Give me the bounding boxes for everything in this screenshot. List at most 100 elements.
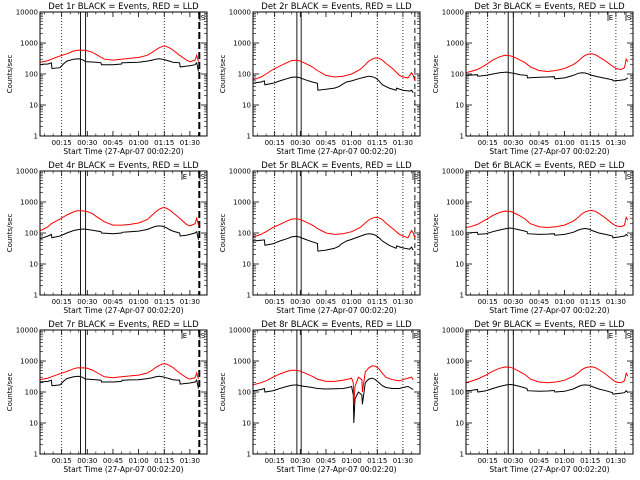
panel-title: Det 5r BLACK = Events, RED = LLD xyxy=(261,161,412,171)
panel-title: Det 6r BLACK = Events, RED = LLD xyxy=(474,161,625,171)
y-axis-label: Counts/sec xyxy=(6,214,14,253)
y-tick-label: 10 xyxy=(29,261,38,269)
y-tick-label: 10000 xyxy=(16,9,38,17)
y-tick-label: 1 xyxy=(460,451,464,459)
top-marker-label: E xyxy=(183,173,187,181)
series-lld xyxy=(252,365,414,405)
x-tick-label: 01:30 xyxy=(393,298,413,306)
y-tick-label: 10000 xyxy=(442,168,464,176)
x-tick-label: 00:45 xyxy=(529,298,549,306)
y-axis-label: Counts/sec xyxy=(219,55,227,94)
top-marker-label: S xyxy=(201,173,206,181)
x-tick-label: 00:45 xyxy=(316,457,336,465)
x-tick-label: 01:30 xyxy=(606,457,626,465)
top-marker-label: S xyxy=(201,332,206,340)
x-tick-label: 01:30 xyxy=(180,139,200,147)
x-tick-label: 01:15 xyxy=(580,139,600,147)
panel-det-2: Det 2r BLACK = Events, RED = LLD 1 10 100 10… xyxy=(219,2,421,156)
y-tick-label: 10000 xyxy=(16,327,38,335)
x-tick-label: 01:00 xyxy=(129,139,149,147)
y-tick-label: 100 xyxy=(451,230,464,238)
y-tick-label: 100 xyxy=(25,71,38,79)
plot-frame xyxy=(465,329,634,455)
y-axis-label: Counts/sec xyxy=(219,373,227,412)
x-tick-label: 00:30 xyxy=(503,298,523,306)
y-tick-label: 10000 xyxy=(229,168,251,176)
x-tick-label: 00:15 xyxy=(478,139,498,147)
x-tick-label: 01:15 xyxy=(154,139,174,147)
x-tick-label: 00:30 xyxy=(77,298,97,306)
panel-title: Det 9r BLACK = Events, RED = LLD xyxy=(474,320,625,330)
x-tick-label: 01:15 xyxy=(580,457,600,465)
x-axis-label: Start Time (27-Apr-07 00:02:20) xyxy=(489,465,609,474)
series-events xyxy=(39,375,199,389)
y-tick-label: 10 xyxy=(242,261,251,269)
x-tick-label: 01:00 xyxy=(342,298,362,306)
series-lld xyxy=(39,45,199,63)
y-tick-label: 10000 xyxy=(16,168,38,176)
y-tick-label: 100 xyxy=(451,71,464,79)
y-tick-label: 10000 xyxy=(229,9,251,17)
y-tick-label: 1 xyxy=(34,292,38,300)
x-tick-label: 00:30 xyxy=(503,457,523,465)
y-tick-label: 1 xyxy=(460,292,464,300)
y-tick-label: 10 xyxy=(29,420,38,428)
y-tick-label: 100 xyxy=(238,389,251,397)
panel-title: Det 2r BLACK = Events, RED = LLD xyxy=(261,2,412,12)
x-tick-label: 00:45 xyxy=(103,298,123,306)
x-tick-label: 00:15 xyxy=(478,298,498,306)
series-lld xyxy=(39,363,199,381)
x-tick-label: 01:30 xyxy=(393,139,413,147)
panel-det-7: Det 7r BLACK = Events, RED = LLD E S 1 10 100… xyxy=(6,320,208,474)
x-axis-label: Start Time (27-Apr-07 00:02:20) xyxy=(276,147,396,156)
top-marker-label: S xyxy=(627,173,632,181)
series-events xyxy=(465,383,629,395)
series-lld xyxy=(252,57,416,82)
x-tick-label: 01:30 xyxy=(393,457,413,465)
x-tick-label: 00:30 xyxy=(77,457,97,465)
x-tick-label: 00:30 xyxy=(290,139,310,147)
y-tick-label: 1 xyxy=(34,451,38,459)
y-tick-label: 1000 xyxy=(20,40,38,48)
y-axis-label: Counts/sec xyxy=(6,373,14,412)
top-marker-label: E xyxy=(609,14,613,22)
y-tick-label: 1000 xyxy=(446,358,464,366)
plot-frame xyxy=(252,170,421,296)
series-events xyxy=(465,227,629,239)
y-tick-label: 100 xyxy=(238,230,251,238)
y-axis-label: Counts/sec xyxy=(219,214,227,253)
x-tick-label: 00:15 xyxy=(52,457,72,465)
x-tick-label: 01:30 xyxy=(180,457,200,465)
x-tick-label: 01:30 xyxy=(180,298,200,306)
plot-frame xyxy=(39,170,208,296)
x-tick-label: 01:15 xyxy=(580,298,600,306)
top-marker-label: E xyxy=(183,332,187,340)
x-tick-label: 01:15 xyxy=(367,298,387,306)
y-tick-label: 10 xyxy=(242,102,251,110)
y-tick-label: 10 xyxy=(455,261,464,269)
x-tick-label: 00:15 xyxy=(52,298,72,306)
x-tick-label: 00:15 xyxy=(265,298,285,306)
y-tick-label: 10 xyxy=(455,102,464,110)
panel-det-9: Det 9r BLACK = Events, RED = LLD E S 1 10 100… xyxy=(432,320,634,474)
series-events xyxy=(252,377,414,424)
x-tick-label: 00:15 xyxy=(265,457,285,465)
x-tick-label: 00:30 xyxy=(77,139,97,147)
y-tick-label: 1000 xyxy=(233,199,251,207)
series-events xyxy=(252,75,414,93)
y-tick-label: 10 xyxy=(29,102,38,110)
top-marker-label: E xyxy=(414,332,418,340)
panel-det-4: Det 4r BLACK = Events, RED = LLD E S 1 10 100… xyxy=(6,161,208,315)
y-tick-label: 1 xyxy=(34,133,38,141)
y-axis-label: Counts/sec xyxy=(432,373,440,412)
series-events xyxy=(252,233,414,252)
panel-title: Det 7r BLACK = Events, RED = LLD xyxy=(48,320,199,330)
y-tick-label: 1000 xyxy=(20,358,38,366)
y-tick-label: 10 xyxy=(242,420,251,428)
x-tick-label: 00:45 xyxy=(103,139,123,147)
top-marker-label: S xyxy=(201,14,206,22)
y-tick-label: 1 xyxy=(247,133,251,141)
x-tick-label: 01:00 xyxy=(555,139,575,147)
